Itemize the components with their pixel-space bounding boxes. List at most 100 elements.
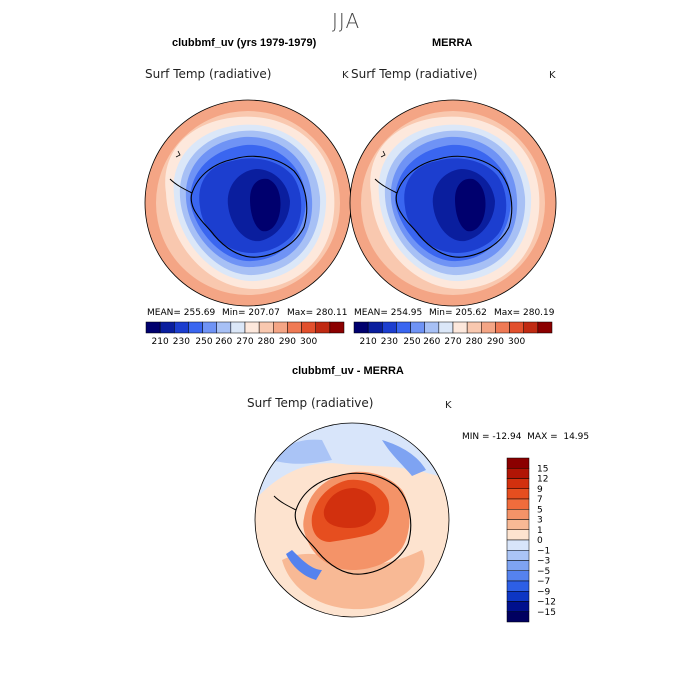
- panel-3-colorbar-swatch: [506, 457, 530, 469]
- panel-3-colorbar-swatch: [506, 509, 530, 520]
- panel-1-colorbar-swatch: [273, 321, 288, 334]
- panel-1-colorbar-swatch: [188, 321, 203, 334]
- panel-2-colorbar-swatch: [367, 321, 383, 334]
- panel-2-variable: Surf Temp (radiative): [351, 67, 478, 81]
- panel-3-colorbar-tick-label: −5: [537, 567, 550, 577]
- panel-2-colorbar-tick-label: 260: [423, 337, 440, 347]
- panel-3-colorbar-tick-label: 1: [537, 526, 543, 536]
- panel-2-colorbar-swatch: [537, 321, 553, 334]
- panel-3-colorbar-swatch: [506, 580, 530, 592]
- panel-2-colorbar-swatch: [396, 321, 411, 334]
- panel-1-unit: K: [342, 70, 349, 81]
- panel-2-colorbar-tick-label: 250: [403, 337, 420, 347]
- panel-3-colorbar-swatch: [506, 478, 530, 489]
- panel-2-colorbar-swatch: [353, 321, 369, 334]
- panel-1-colorbar-tick-label: 300: [300, 337, 317, 347]
- panel-1-colorbar-swatch: [216, 321, 232, 334]
- panel-1-colorbar-swatch: [230, 321, 246, 334]
- panel-2-colorbar-tick-label: 230: [381, 337, 398, 347]
- panel-2-colorbar-tick-label: 210: [360, 337, 377, 347]
- panel-3-colorbar-tick-label: −1: [537, 546, 550, 556]
- panel-2-colorbar-swatch: [466, 321, 482, 334]
- panel-3-colorbar-swatch: [506, 611, 530, 623]
- panel-1-map: [145, 100, 351, 306]
- panel-2-colorbar-swatch: [424, 321, 440, 334]
- panel-1-colorbar-swatch: [287, 321, 302, 334]
- panel-1-colorbar-swatch: [258, 321, 274, 334]
- panel-2-max: Max= 280.19: [494, 308, 555, 318]
- panel-1-colorbar-swatch: [145, 321, 161, 334]
- panel-3-colorbar-swatch: [506, 488, 530, 500]
- season-title: JJA: [332, 9, 361, 33]
- panel-1-min: Min= 207.07: [222, 308, 280, 318]
- panel-3-colorbar-tick-label: −9: [537, 587, 551, 597]
- panel-1-colorbar-tick-label: 270: [236, 337, 253, 347]
- panel-2-colorbar-tick-label: 300: [508, 337, 525, 347]
- panel-1-colorbar-swatch: [329, 321, 345, 334]
- panel-3-colorbar-tick-label: −12: [537, 598, 556, 608]
- panel-3-variable: Surf Temp (radiative): [247, 396, 374, 410]
- panel-3-minmax: MIN = -12.94 MAX = 14.95: [462, 432, 590, 442]
- panel-3-colorbar-swatch: [506, 550, 530, 561]
- panel-3-colorbar-tick-label: −3: [537, 557, 550, 567]
- panel-1-mean: MEAN= 255.69: [147, 308, 216, 318]
- panel-3-colorbar-swatch: [506, 591, 530, 602]
- panel-3-colorbar-swatch: [506, 560, 530, 571]
- panel-1-colorbar-swatch: [174, 321, 189, 334]
- panel-3-unit: K: [445, 400, 452, 411]
- panel-1-colorbar-swatch: [202, 321, 217, 334]
- panel-3-colorbar-tick-label: 7: [537, 495, 543, 505]
- panel-2-colorbar: 210 230 250 260 270 280 290 300: [353, 321, 553, 347]
- panel-2-colorbar-swatch: [481, 321, 496, 334]
- panel-1-colorbar-tick-label: 280: [258, 337, 275, 347]
- panel-3-map-border: [254, 422, 450, 618]
- panel-1-variable: Surf Temp (radiative): [145, 67, 272, 81]
- panel-2-map-border: [349, 99, 557, 307]
- panel-3-colorbar-swatch: [506, 498, 530, 510]
- panel-1-title: clubbmf_uv (yrs 1979-1979): [172, 37, 317, 49]
- panel-2-unit: K: [549, 70, 556, 81]
- panel-2-colorbar-tick-label: 280: [466, 337, 483, 347]
- panel-1-colorbar: 210 230 250 260 270 280 290 300: [145, 321, 345, 347]
- panel-3-colorbar-swatch: [506, 519, 530, 530]
- panel-2-mean: MEAN= 254.95: [354, 308, 423, 318]
- panel-2-colorbar-swatch: [452, 321, 468, 334]
- panel-3-colorbar-swatch: [506, 468, 530, 479]
- panel-1-colorbar-swatch: [315, 321, 331, 334]
- panel-1-colorbar-swatch: [159, 321, 175, 334]
- panel-2-colorbar-swatch: [438, 321, 454, 334]
- panel-3-colorbar-tick-label: −7: [537, 577, 550, 587]
- panel-2-min: Min= 205.62: [429, 308, 487, 318]
- panel-2-colorbar-swatch: [509, 321, 524, 334]
- panel-2-colorbar-swatch: [410, 321, 425, 334]
- panel-3-colorbar-tick-label: 15: [537, 464, 548, 474]
- panel-1-colorbar-swatch: [244, 321, 260, 334]
- panel-3-colorbar-tick-label: 5: [537, 505, 543, 515]
- panel-1-colorbar-tick-label: 250: [195, 337, 212, 347]
- panel-3-colorbar-swatch: [506, 601, 530, 612]
- panel-2-colorbar-swatch: [523, 321, 539, 334]
- panel-1-max: Max= 280.11: [287, 308, 348, 318]
- panel-2-colorbar-swatch: [495, 321, 510, 334]
- panel-2-colorbar-swatch: [382, 321, 397, 334]
- panel-3-colorbar-swatch: [506, 539, 530, 551]
- panel-2-colorbar-tick-label: 270: [444, 337, 461, 347]
- panel-1-colorbar-tick-label: 230: [173, 337, 190, 347]
- panel-3-colorbar-tick-label: 0: [537, 536, 543, 546]
- panel-3-colorbar-swatch: [506, 570, 530, 582]
- panel-3-map: [255, 423, 449, 617]
- panel-3-colorbar-tick-label: 3: [537, 516, 543, 526]
- panel-3-colorbar-tick-label: 12: [537, 475, 548, 485]
- panel-3-colorbar-tick-label: 9: [537, 485, 543, 495]
- panel-2-colorbar-tick-label: 290: [487, 337, 504, 347]
- panel-1-colorbar-tick-label: 260: [215, 337, 232, 347]
- panel-3-colorbar-tick-label: −15: [537, 608, 556, 618]
- panel-2-title: MERRA: [432, 37, 473, 49]
- panel-1-colorbar-tick-label: 290: [279, 337, 296, 347]
- panel-1-colorbar-tick-label: 210: [152, 337, 169, 347]
- panel-3-colorbar-swatch: [506, 529, 530, 541]
- panel-2-map: [350, 100, 556, 306]
- panel-3-title: clubbmf_uv - MERRA: [292, 365, 404, 377]
